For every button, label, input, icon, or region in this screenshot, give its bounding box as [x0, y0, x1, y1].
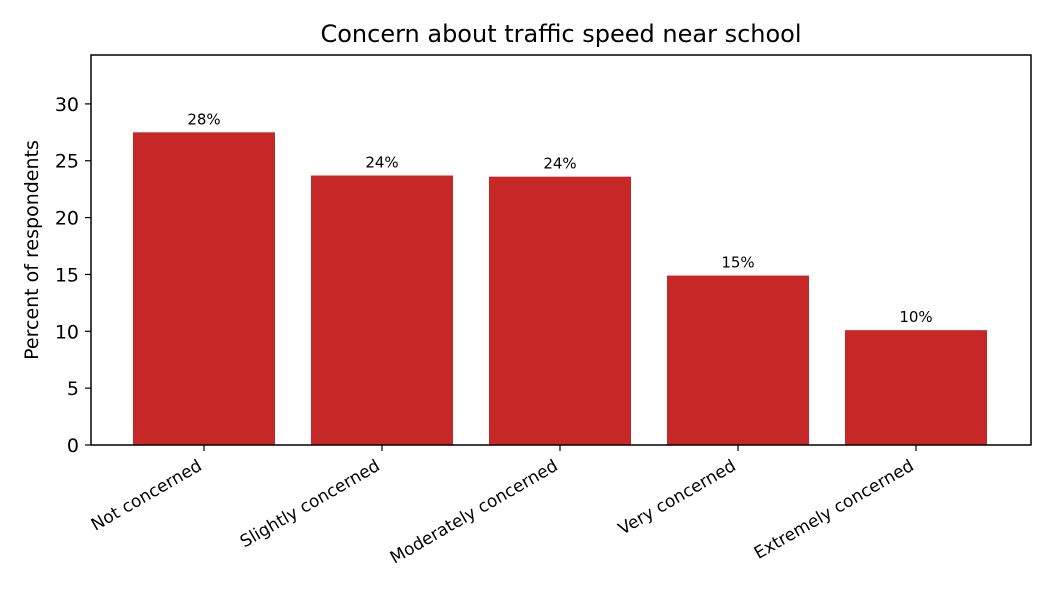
data-label-3: 15%	[721, 254, 754, 272]
y-tick-label-3: 15	[55, 264, 79, 286]
y-tick-label-2: 10	[55, 321, 79, 343]
data-label-2: 24%	[543, 155, 576, 173]
data-label-0: 28%	[187, 110, 220, 128]
x-axis: Not concerned Slightly concerned Moderatel…	[88, 445, 918, 568]
plot-frame	[90, 54, 1032, 446]
y-tick-label-0: 0	[67, 435, 79, 457]
x-tick-label-0: Not concerned	[88, 456, 206, 535]
data-label-4: 10%	[899, 308, 932, 326]
y-tick-label-4: 20	[55, 208, 79, 230]
y-tick-label-6: 30	[55, 94, 79, 116]
x-tick-label-2: Moderately concerned	[387, 456, 562, 568]
bar-4	[845, 330, 987, 445]
bars-group: 28% 24% 24% 15% 10%	[133, 110, 987, 445]
x-tick-label-1: Slightly concerned	[237, 456, 384, 552]
bar-1	[311, 175, 453, 445]
x-tick-label-3: Very concerned	[615, 456, 740, 539]
bar-3	[667, 275, 809, 445]
data-label-1: 24%	[365, 154, 398, 172]
y-axis-label: Percent of respondents	[21, 140, 43, 360]
y-tick-label-5: 25	[55, 151, 79, 173]
y-tick-label-1: 5	[67, 378, 79, 400]
chart-title: Concern about traffic speed near school	[320, 20, 801, 48]
bar-0	[133, 132, 275, 445]
y-axis: 0 5 10 15 20 25 30	[55, 94, 91, 457]
x-tick-label-4: Extremely concerned	[751, 456, 918, 564]
bar-2	[489, 176, 631, 445]
